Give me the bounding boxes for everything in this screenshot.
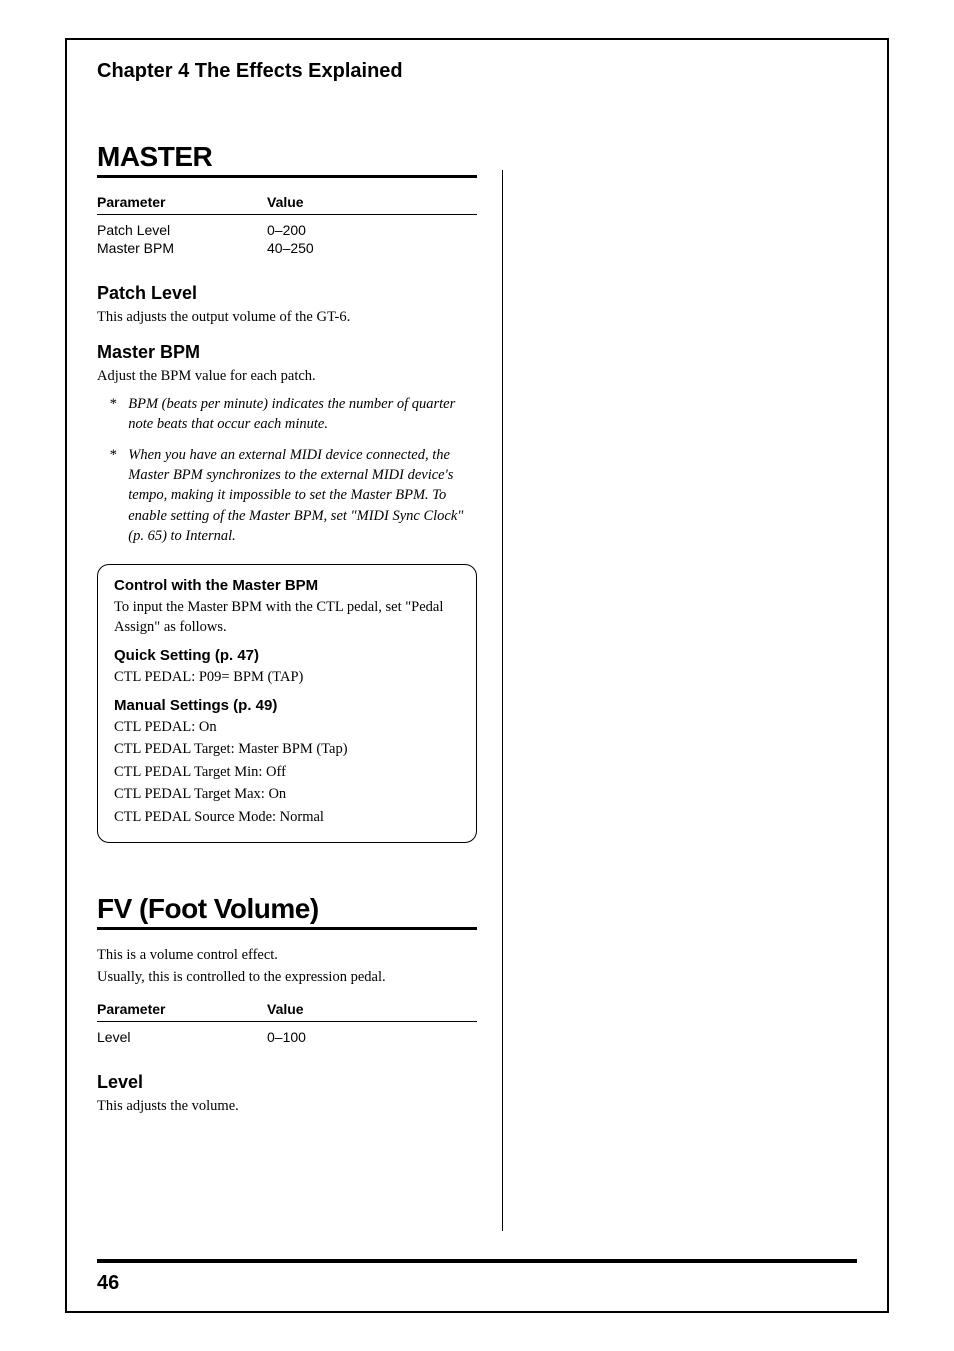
note-item: * When you have an external MIDI device …	[97, 445, 477, 546]
master-bpm-text: Adjust the BPM value for each patch.	[97, 367, 477, 387]
manual-setting-line: CTL PEDAL Target Min: Off	[114, 761, 460, 783]
note-list: * BPM (beats per minute) indicates the n…	[97, 394, 477, 546]
asterisk-icon: *	[109, 394, 116, 435]
table-row: Level 0–100	[97, 1028, 477, 1046]
table-row: Master BPM 40–250	[97, 239, 477, 257]
subsection-patch-level: Patch Level	[97, 283, 477, 304]
fv-intro-1: This is a volume control effect.	[97, 946, 477, 966]
quick-setting-line: CTL PEDAL: P09= BPM (TAP)	[114, 666, 460, 688]
left-column: MASTER Parameter Value Patch Level 0–200…	[97, 141, 477, 1117]
subsection-master-bpm: Master BPM	[97, 342, 477, 363]
manual-setting-line: CTL PEDAL Source Mode: Normal	[114, 806, 460, 828]
manual-setting-line: CTL PEDAL Target: Master BPM (Tap)	[114, 738, 460, 760]
table-cell-param: Master BPM	[97, 240, 267, 256]
fv-param-table: Parameter Value Level 0–100	[97, 1001, 477, 1046]
page-number: 46	[97, 1272, 119, 1295]
table-header-value: Value	[267, 1001, 304, 1017]
footer-rule	[97, 1259, 857, 1263]
note-text: BPM (beats per minute) indicates the num…	[128, 394, 477, 435]
page-frame: Chapter 4 The Effects Explained MASTER P…	[65, 38, 889, 1313]
info-box-title: Control with the Master BPM	[114, 577, 460, 594]
table-header-param: Parameter	[97, 194, 267, 210]
table-header-param: Parameter	[97, 1001, 267, 1017]
patch-level-text: This adjusts the output volume of the GT…	[97, 308, 477, 328]
chapter-heading: Chapter 4 The Effects Explained	[97, 60, 857, 93]
manual-setting-line: CTL PEDAL: On	[114, 716, 460, 738]
table-cell-param: Level	[97, 1029, 267, 1045]
subsection-level: Level	[97, 1072, 477, 1093]
note-text: When you have an external MIDI device co…	[128, 445, 477, 546]
table-header-row: Parameter Value	[97, 1001, 477, 1022]
table-row: Patch Level 0–200	[97, 221, 477, 239]
column-divider	[502, 170, 503, 1231]
table-cell-value: 0–200	[267, 222, 306, 238]
asterisk-icon: *	[109, 445, 116, 546]
manual-settings-title: Manual Settings (p. 49)	[114, 697, 460, 714]
master-param-table: Parameter Value Patch Level 0–200 Master…	[97, 194, 477, 257]
table-cell-value: 40–250	[267, 240, 314, 256]
note-item: * BPM (beats per minute) indicates the n…	[97, 394, 477, 435]
manual-setting-line: CTL PEDAL Target Max: On	[114, 783, 460, 805]
table-cell-param: Patch Level	[97, 222, 267, 238]
table-header-value: Value	[267, 194, 304, 210]
section-title-master: MASTER	[97, 141, 477, 178]
table-cell-value: 0–100	[267, 1029, 306, 1045]
level-text: This adjusts the volume.	[97, 1097, 477, 1117]
quick-setting-title: Quick Setting (p. 47)	[114, 647, 460, 664]
section-title-fv: FV (Foot Volume)	[97, 893, 477, 930]
info-box-intro: To input the Master BPM with the CTL ped…	[114, 598, 460, 637]
table-header-row: Parameter Value	[97, 194, 477, 215]
fv-intro-2: Usually, this is controlled to the expre…	[97, 968, 477, 988]
control-master-bpm-box: Control with the Master BPM To input the…	[97, 564, 477, 843]
